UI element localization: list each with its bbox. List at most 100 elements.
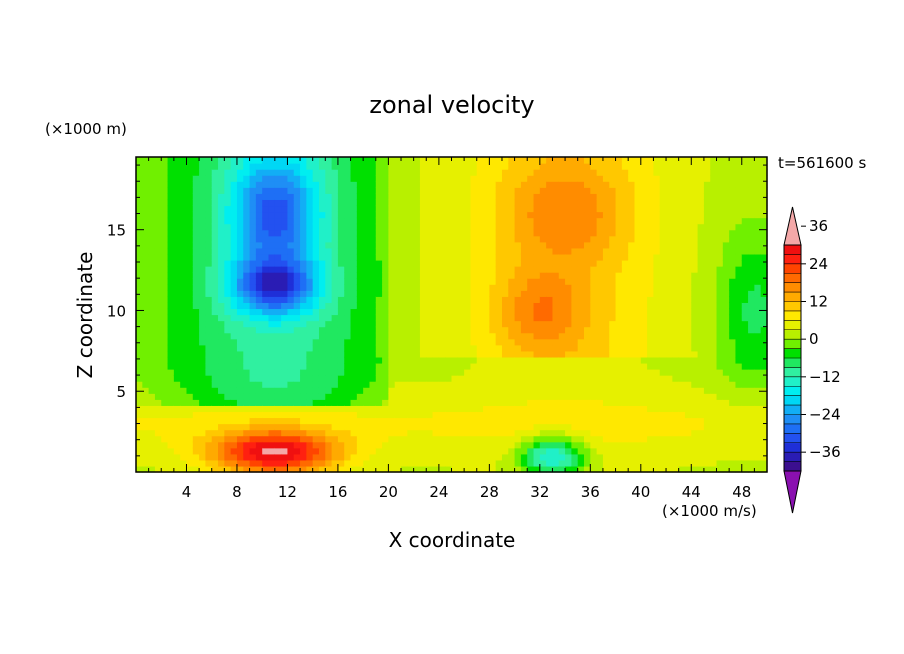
field-cell [331, 253, 339, 261]
field-cell [640, 411, 648, 419]
field-cell [205, 205, 213, 213]
field-cell [659, 356, 667, 364]
field-cell [445, 296, 453, 303]
field-cell [401, 296, 408, 303]
field-cell [401, 429, 408, 437]
field-cell [735, 284, 743, 291]
field-cell [621, 169, 629, 176]
field-cell [552, 259, 560, 267]
field-cell [173, 465, 181, 473]
field-cell [173, 266, 181, 273]
field-cell [306, 253, 314, 261]
field-cell [735, 447, 743, 455]
field-cell [426, 399, 434, 406]
field-cell [312, 447, 320, 455]
field-cell [300, 302, 307, 310]
field-cell [634, 241, 642, 249]
field-cell [287, 314, 295, 322]
field-cell [501, 411, 509, 419]
field-cell [729, 302, 737, 310]
field-cell [451, 266, 459, 273]
field-cell [306, 229, 314, 237]
field-cell [729, 266, 737, 273]
field-cell [558, 399, 566, 406]
field-cell [413, 459, 421, 467]
field-cell [318, 308, 326, 316]
field-cell [356, 375, 364, 382]
field-cell [539, 187, 547, 194]
field-cell [401, 326, 408, 334]
field-cell [558, 381, 566, 388]
field-cell [533, 399, 541, 406]
field-cell [281, 241, 289, 249]
field-cell [495, 296, 503, 303]
field-cell [186, 453, 194, 461]
field-cell [281, 356, 289, 364]
field-cell [211, 229, 219, 237]
field-cell [356, 199, 364, 207]
field-cell [546, 314, 554, 322]
field-cell [552, 356, 560, 364]
field-cell [571, 181, 579, 188]
field-cell [432, 465, 440, 473]
field-cell [457, 253, 465, 261]
field-cell [337, 326, 345, 334]
field-cell [577, 356, 585, 364]
field-cell [546, 259, 554, 267]
field-cell [161, 344, 169, 352]
field-cell [426, 235, 434, 243]
field-cell [274, 169, 282, 176]
field-cell [609, 417, 617, 425]
field-cell [369, 387, 377, 394]
field-cell [300, 429, 307, 437]
field-cell [565, 223, 572, 231]
field-cell [180, 223, 188, 231]
field-cell [602, 332, 610, 340]
field-cell [281, 350, 289, 358]
field-cell [678, 338, 686, 346]
field-cell [533, 393, 541, 400]
field-cell [154, 326, 162, 334]
field-cell [394, 290, 402, 297]
field-cell [546, 411, 554, 419]
field-cell [565, 417, 572, 425]
field-cell [590, 369, 598, 376]
field-cell [312, 205, 320, 213]
field-cell [331, 411, 339, 419]
field-cell [697, 417, 705, 425]
field-cell [432, 302, 440, 310]
field-cell [224, 459, 232, 467]
field-cell [274, 302, 282, 310]
field-cell [438, 356, 446, 364]
field-cell [186, 447, 194, 455]
field-cell [255, 381, 263, 388]
field-cell [489, 247, 497, 255]
field-cell [205, 266, 213, 273]
field-cell [148, 266, 156, 273]
field-cell [161, 356, 169, 364]
field-cell [697, 441, 705, 449]
field-cell [218, 453, 225, 461]
field-cell [584, 211, 591, 219]
field-cell [735, 266, 743, 273]
field-cell [514, 435, 522, 443]
field-cell [514, 387, 522, 394]
field-cell [281, 193, 289, 201]
field-cell [293, 381, 301, 388]
field-cell [413, 247, 421, 255]
field-cell [205, 417, 213, 425]
field-cell [483, 326, 490, 334]
field-cell [167, 284, 175, 291]
field-cell [659, 163, 667, 170]
field-cell [640, 163, 648, 170]
field-cell [293, 344, 301, 352]
field-cell [255, 405, 263, 413]
field-cell [615, 266, 623, 273]
field-cell [154, 181, 162, 188]
field-cell [388, 223, 396, 231]
field-cell [281, 205, 289, 213]
field-cell [470, 247, 478, 255]
field-cell [577, 247, 585, 255]
field-cell [394, 441, 402, 449]
field-cell [621, 302, 629, 310]
